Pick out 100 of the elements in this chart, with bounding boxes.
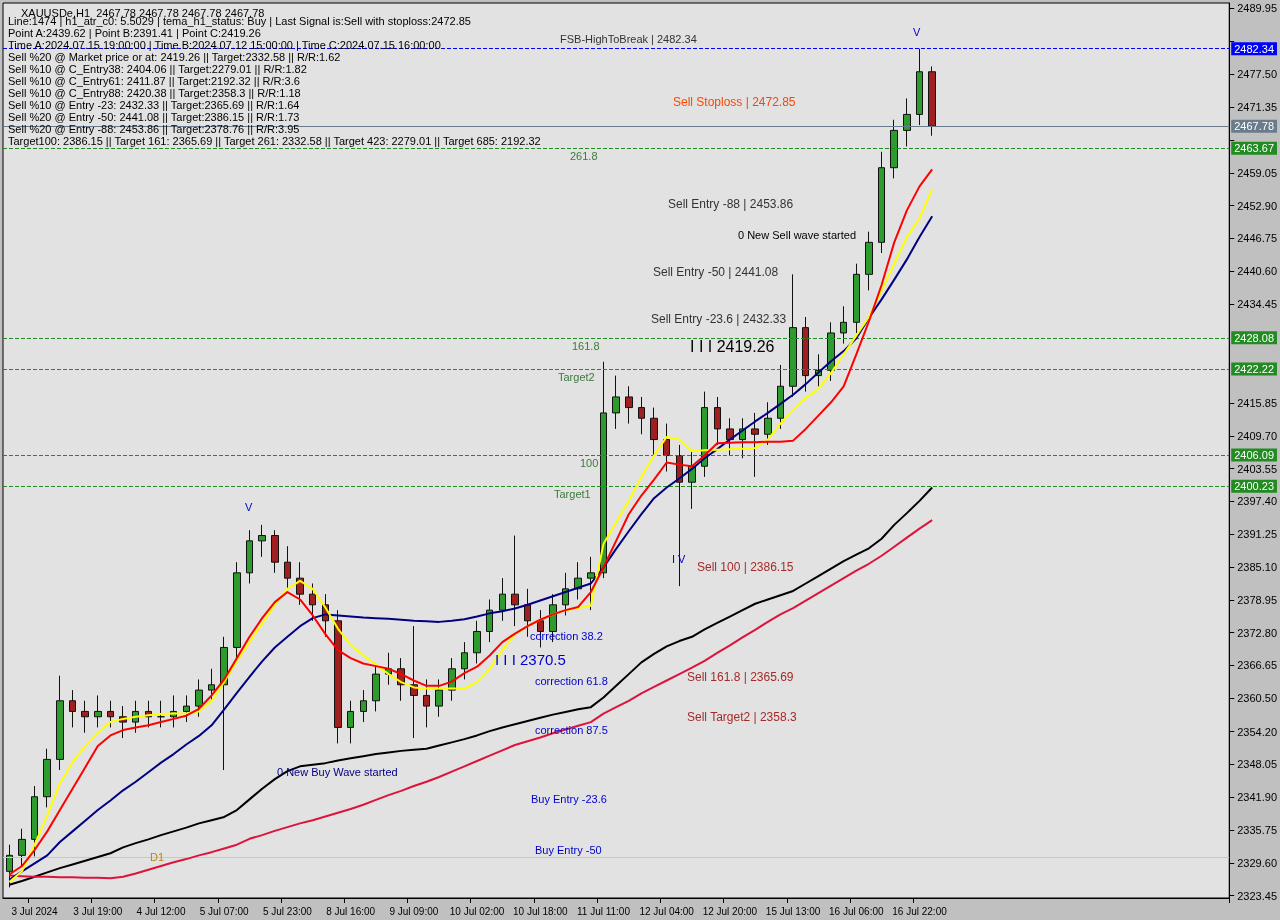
candlestick: [435, 678, 443, 718]
y-tick-label: 2415.85: [1237, 397, 1277, 410]
annotation: 100: [580, 457, 599, 470]
ref-line-label: 2406.09: [1234, 449, 1274, 462]
candlestick: [107, 700, 114, 728]
y-tick-label: 2409.70: [1237, 429, 1277, 442]
annotation: V: [913, 26, 921, 38]
annotation: Sell 100 | 2386.15: [697, 560, 794, 574]
candlestick: [423, 678, 430, 728]
x-tick-label: 3 Jul 2024: [11, 905, 59, 917]
candlestick: [802, 316, 809, 393]
annotation: 261.8: [570, 150, 598, 163]
candlestick: [676, 444, 683, 587]
candlestick: [473, 620, 481, 664]
candlestick: [208, 668, 215, 702]
y-tick-label: 2391.25: [1237, 528, 1277, 541]
ref-line-label: 2428.08: [1234, 331, 1274, 344]
x-tick-label: 10 Jul 18:00: [513, 905, 568, 917]
candlestick: [625, 385, 633, 425]
candlestick: [233, 561, 241, 659]
candlestick: [31, 785, 38, 857]
annotation: Target2: [558, 371, 595, 384]
y-tick-label: 2403.55: [1237, 462, 1277, 475]
candlestick: [56, 675, 64, 771]
candlestick: [663, 423, 670, 473]
y-tick-label: 2354.20: [1237, 725, 1277, 738]
candlestick: [524, 588, 531, 638]
candlestick: [347, 700, 354, 744]
ref-line-label: 2400.23: [1234, 480, 1274, 493]
candlestick: [562, 572, 569, 616]
candlestick: [764, 401, 772, 446]
candlestick: [916, 48, 923, 126]
annotation: I I I 2370.5: [495, 650, 566, 668]
candlestick: [840, 305, 847, 345]
candlestick: [461, 641, 468, 680]
annotation: 0 New Buy Wave started: [277, 766, 398, 778]
candlestick: [271, 529, 279, 574]
annotation: correction 61.8: [535, 675, 608, 687]
candlestick: [410, 625, 418, 739]
x-tick-label: 12 Jul 04:00: [639, 905, 695, 917]
candlestick: [360, 689, 367, 723]
x-tick-label: 4 Jul 12:00: [136, 905, 186, 917]
y-tick-label: 2397.40: [1237, 495, 1277, 508]
ref-line-label: 2482.34: [1234, 42, 1274, 55]
candlestick: [183, 694, 190, 723]
y-tick-label: 2446.75: [1237, 232, 1277, 245]
x-tick-label: 10 Jul 02:00: [449, 905, 505, 917]
candlestick: [853, 263, 860, 334]
annotation: Buy Entry -50: [535, 844, 602, 856]
y-tick-label: 2378.95: [1237, 593, 1277, 606]
candlestick: [600, 361, 607, 579]
ref-line-label: 2467.78: [1234, 120, 1274, 133]
annotation: Sell Entry -23.6 | 2432.33: [651, 312, 787, 326]
annotation: Sell %20 @ Market price or at: 2419.26 || Target:2332.58 || R/R:1.62: [8, 51, 341, 63]
candlestick: [157, 700, 165, 728]
annotation: Sell %10 @ C_Entry88: 2420.38 || Target:2358.3 || R/R:1.18: [8, 87, 301, 99]
candlestick: [246, 529, 253, 584]
candlestick: [777, 364, 784, 430]
y-tick-label: 2366.65: [1237, 659, 1277, 672]
annotation: Sell Stoploss | 2472.85: [673, 95, 796, 109]
candlestick: [789, 273, 797, 398]
candlestick: [18, 828, 26, 867]
y-tick-label: 2477.50: [1237, 68, 1277, 81]
candlestick: [650, 407, 658, 457]
y-tick-label: 2459.05: [1237, 166, 1277, 179]
annotation: Sell Target2 | 2358.3: [687, 710, 797, 724]
candlestick: [334, 609, 342, 744]
x-tick-label: 3 Jul 19:00: [73, 905, 123, 917]
x-tick-label: 15 Jul 13:00: [765, 905, 821, 917]
y-tick-label: 2452.90: [1237, 199, 1277, 212]
x-tick-label: 5 Jul 07:00: [199, 905, 250, 917]
candlestick: [865, 231, 873, 291]
candlestick: [195, 678, 203, 718]
candlestick: [486, 598, 493, 643]
annotation: Buy Entry -23.6: [531, 793, 607, 805]
candlestick: [309, 583, 316, 622]
annotation: Target100: 2386.15 || Target 161: 2365.69 || Target 261: 2332.58 || Target 423: 2279.01 || Target 685: 2192.32: [8, 135, 541, 147]
y-tick-label: 2434.45: [1237, 297, 1277, 310]
candlestick: [890, 119, 898, 179]
candlestick: [6, 844, 13, 888]
annotation: 161.8: [572, 339, 600, 352]
x-tick-label: 11 Jul 11:00: [576, 905, 631, 917]
candlestick: [94, 694, 102, 728]
candlestick: [43, 748, 51, 808]
candlestick: [587, 556, 595, 611]
annotation: D1: [150, 851, 165, 863]
annotation: V: [245, 501, 253, 513]
ref-line-label: 2463.67: [1234, 142, 1274, 155]
y-tick-label: 2360.50: [1237, 692, 1277, 705]
y-tick-label: 2385.10: [1237, 560, 1277, 573]
annotation: Sell Entry -88 | 2453.86: [668, 197, 794, 211]
annotation: Sell %10 @ C_Entry38: 2404.06 || Target:2279.01 || R/R:1.82: [8, 63, 307, 75]
x-tick-label: 8 Jul 16:00: [326, 905, 376, 917]
annotation: Sell %20 @ Entry -88: 2453.86 || Target:2378.76 || R/R:3.95: [8, 123, 300, 135]
candlestick: [258, 524, 266, 558]
candlestick: [499, 577, 506, 622]
x-tick-label: 16 Jul 06:00: [829, 905, 884, 917]
annotation: Sell Entry -50 | 2441.08: [653, 265, 779, 279]
candlestick: [878, 151, 885, 254]
annotation: Sell %10 @ Entry -23: 2432.33 || Target:2365.69 || R/R:1.64: [8, 99, 300, 111]
